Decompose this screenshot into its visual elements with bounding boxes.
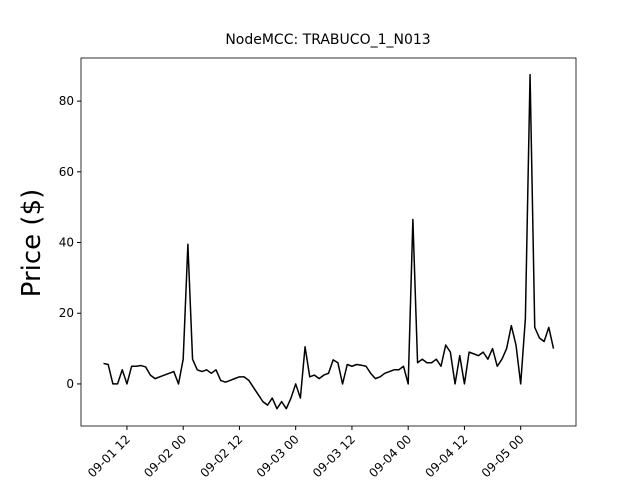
x-tick-label: 09-02 12 xyxy=(198,432,246,480)
x-tick-label: 09-02 00 xyxy=(141,432,189,480)
y-tick-label: 40 xyxy=(59,236,74,250)
x-tick-label: 09-04 12 xyxy=(423,432,471,480)
y-tick-label: 80 xyxy=(59,94,74,108)
x-tick-label: 09-04 00 xyxy=(366,432,414,480)
y-tick-label: 60 xyxy=(59,165,74,179)
x-tick-label: 09-01 12 xyxy=(85,432,133,480)
x-tick-label: 09-03 12 xyxy=(310,432,358,480)
x-tick-label: 09-05 00 xyxy=(479,432,527,480)
price-line xyxy=(103,73,555,410)
x-tick-label: 09-03 00 xyxy=(254,432,302,480)
y-axis-label: Price ($) xyxy=(17,189,47,298)
chart-title: NodeMCC: TRABUCO_1_N013 xyxy=(225,32,430,48)
y-tick-label: 20 xyxy=(59,306,74,320)
y-tick-label: 0 xyxy=(66,377,74,391)
plot-frame xyxy=(80,57,577,427)
